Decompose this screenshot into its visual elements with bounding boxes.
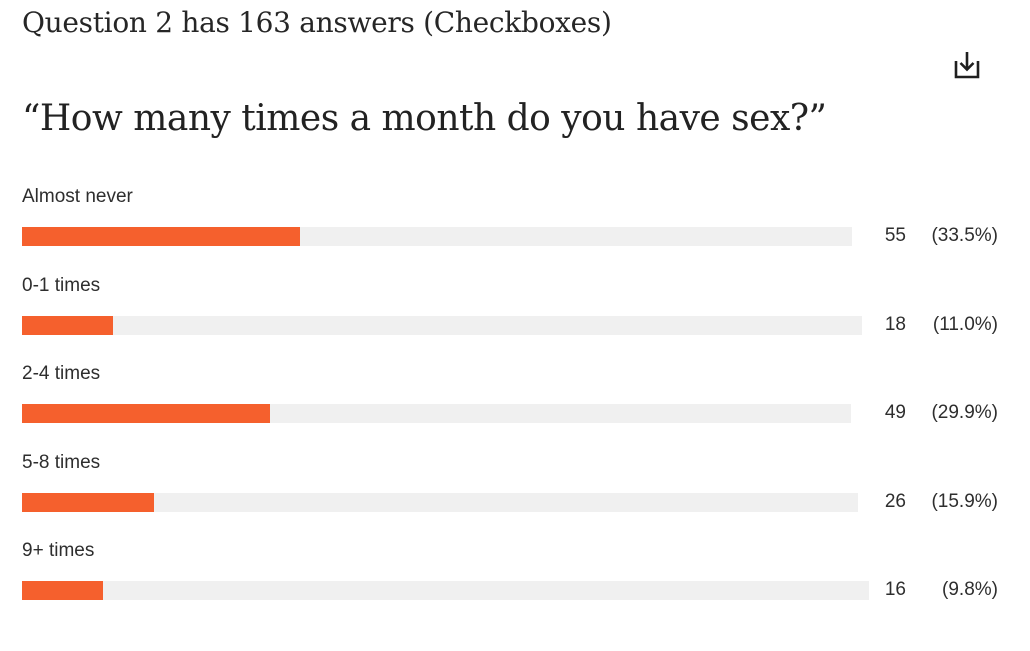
answer-row: 0-1 times 18 (11.0%) xyxy=(22,275,1012,364)
answer-bar-track xyxy=(22,492,858,512)
answer-count: 18 xyxy=(884,313,906,335)
answer-percent: (29.9%) xyxy=(931,402,998,423)
answer-percent: (9.8%) xyxy=(942,579,998,600)
answer-bar-track xyxy=(22,315,862,335)
answer-summary: Question 2 has 163 answers (Checkboxes) xyxy=(22,6,612,39)
answer-bar-fill xyxy=(22,227,301,246)
answer-label: 9+ times xyxy=(22,540,95,561)
answer-bar-track xyxy=(22,227,852,246)
answer-row: 5-8 times 26 (15.9%) xyxy=(22,452,1012,541)
answer-percent: (11.0%) xyxy=(932,313,998,335)
answer-bar-track xyxy=(22,404,851,423)
answer-row: 2-4 times 49 (29.9%) xyxy=(22,363,1012,452)
answer-count: 55 xyxy=(884,225,906,246)
answer-row: Almost never 55 (33.5%) xyxy=(22,186,1012,275)
answer-bar-track xyxy=(22,581,869,600)
answer-bar-fill xyxy=(22,315,114,335)
question-title: “How many times a month do you have sex?… xyxy=(22,98,827,139)
answer-results: Almost never 55 (33.5%) 0-1 times 18 (11… xyxy=(22,186,1012,629)
answer-label: 0-1 times xyxy=(22,274,101,296)
answer-count: 49 xyxy=(884,402,906,423)
download-icon xyxy=(954,52,980,79)
answer-label: Almost never xyxy=(22,186,133,207)
download-button[interactable] xyxy=(946,44,988,86)
answer-percent: (15.9%) xyxy=(931,490,998,512)
answer-percent: (33.5%) xyxy=(931,225,998,246)
answer-count: 26 xyxy=(884,490,906,512)
answer-label: 2-4 times xyxy=(22,363,101,384)
answer-bar-fill xyxy=(22,404,271,423)
answer-bar-fill xyxy=(22,581,104,600)
answer-count: 16 xyxy=(884,579,906,600)
answer-label: 5-8 times xyxy=(22,451,101,473)
answer-bar-fill xyxy=(22,492,154,512)
answer-row: 9+ times 16 (9.8%) xyxy=(22,540,1012,629)
